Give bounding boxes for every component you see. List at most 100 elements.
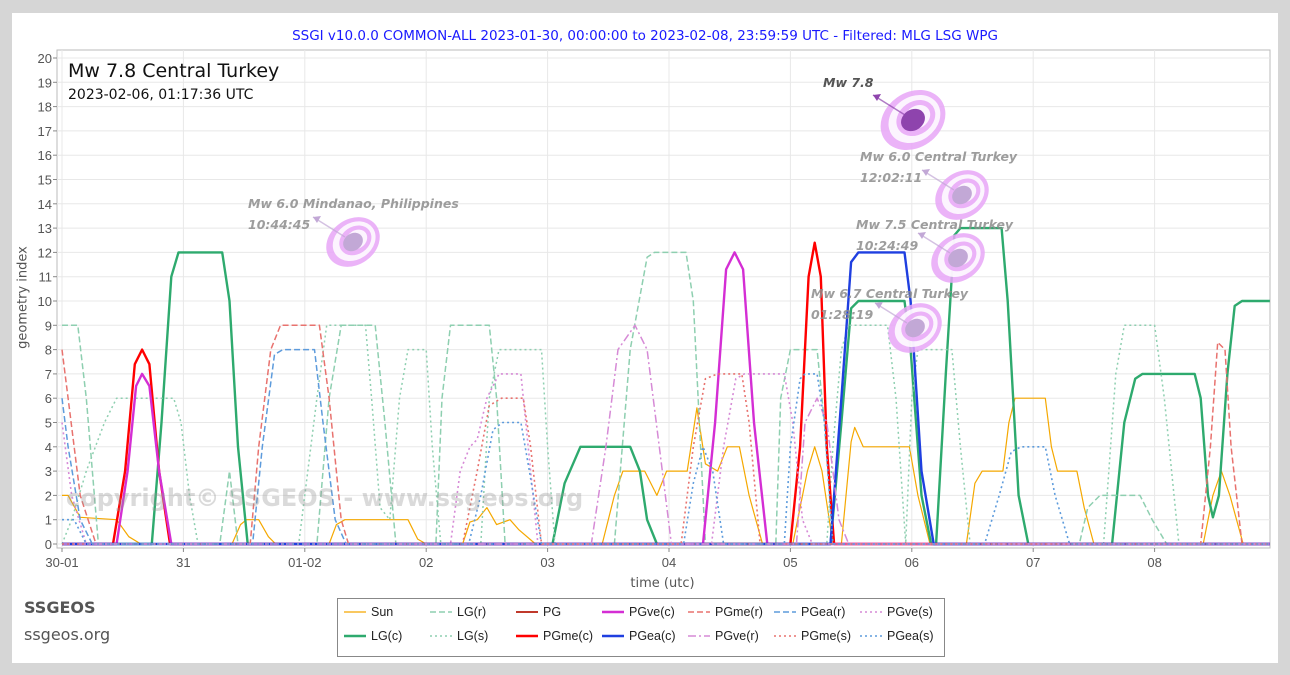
- legend-item: LG(s): [430, 629, 488, 643]
- target-marker-icon: [326, 217, 380, 267]
- legend-item: PGme(c): [516, 629, 593, 643]
- event-title: Mw 7.8 Central Turkey: [68, 60, 280, 82]
- brand-name: SSGEOS: [24, 598, 96, 617]
- y-tick-label: 2: [45, 488, 52, 503]
- legend-label: Sun: [371, 605, 394, 619]
- y-tick-label: 8: [45, 343, 52, 358]
- brand-url[interactable]: ssgeos.org: [24, 625, 111, 644]
- annotation-label: Mw 6.0 Mindanao, Philippines 10:44:45: [248, 193, 459, 235]
- x-tick-label: 06: [905, 555, 919, 570]
- x-tick-label: 01-02: [288, 555, 321, 570]
- plot-frame: [56, 49, 1271, 549]
- legend-item: PGve(s): [860, 605, 933, 619]
- annotation-label: Mw 7.8: [823, 72, 873, 93]
- target-center: [905, 318, 925, 338]
- y-tick-label: 9: [45, 318, 52, 333]
- arrow-head-icon: [918, 232, 926, 239]
- legend-label: PGea(c): [629, 629, 676, 643]
- target-center: [343, 232, 363, 252]
- legend: Sun LG(r) PG PGve(c) PGme(r) PGea(r) PGve(s) LG…: [337, 598, 945, 657]
- legend-swatch: [688, 635, 710, 637]
- y-tick-label: 16: [38, 148, 52, 163]
- y-tick-label: 18: [38, 100, 52, 115]
- legend-swatch: [430, 611, 452, 613]
- target-marker-icon: [888, 303, 942, 353]
- legend-swatch: [344, 634, 366, 638]
- arrow-head-icon: [875, 302, 883, 309]
- legend-item: LG(r): [430, 605, 486, 619]
- target-center: [948, 248, 968, 268]
- y-tick-label: 17: [38, 124, 52, 139]
- legend-swatch: [516, 611, 538, 613]
- y-tick-label: 7: [45, 367, 52, 382]
- legend-item: PGme(r): [688, 605, 763, 619]
- annotation-time: 10:44:45: [248, 217, 311, 232]
- annotation-title: Mw 6.0 Central Turkey: [860, 149, 1018, 164]
- legend-label: PGme(r): [715, 605, 763, 619]
- legend-swatch: [602, 634, 624, 638]
- legend-item: PGme(s): [774, 629, 851, 643]
- legend-item: PGve(r): [688, 629, 759, 643]
- y-tick-label: 11: [39, 270, 53, 285]
- target-marker-icon: [880, 89, 946, 151]
- arrow-head-icon: [873, 94, 881, 101]
- legend-swatch: [430, 635, 452, 637]
- legend-swatch: [860, 635, 882, 637]
- y-tick-label: 12: [38, 245, 52, 260]
- legend-swatch: [602, 610, 624, 614]
- y-tick-label: 14: [38, 197, 52, 212]
- legend-item: PGea(c): [602, 629, 676, 643]
- target-marker-icon: [935, 170, 989, 220]
- y-axis-label: geometry index: [15, 246, 31, 349]
- legend-label: PGme(s): [801, 629, 851, 643]
- series-line-lgs: [61, 324, 1270, 545]
- annotation-time: 12:02:11: [860, 170, 923, 185]
- legend-item: PGea(r): [774, 605, 845, 619]
- x-axis-label: time (utc): [630, 576, 695, 591]
- x-tick-label: 02: [419, 555, 433, 570]
- legend-label: PGve(c): [629, 605, 675, 619]
- legend-swatch: [774, 635, 796, 637]
- annotation-label: Mw 7.5 Central Turkey 10:24:49: [856, 214, 1013, 256]
- watermark: copyright© SSGEOS - www.ssgeos.org: [66, 484, 584, 512]
- legend-label: PGve(r): [715, 629, 759, 643]
- annotation-label: Mw 6.0 Central Turkey 12:02:11: [860, 146, 1017, 188]
- legend-item: PGea(s): [860, 629, 934, 643]
- legend-swatch: [344, 611, 366, 613]
- annotation-title: Mw 7.5 Central Turkey: [856, 217, 1014, 232]
- y-tick-label: 13: [38, 221, 52, 236]
- annotation-title: Mw 6.7 Central Turkey: [811, 286, 969, 301]
- x-tick-label: 30-01: [45, 555, 78, 570]
- y-tick-label: 3: [45, 464, 52, 479]
- legend-label: PG: [543, 605, 562, 619]
- legend-label: PGme(c): [543, 629, 593, 643]
- legend-label: PGea(r): [801, 605, 846, 619]
- x-tick-label: 04: [662, 555, 676, 570]
- annotation-title: Mw 7.8: [823, 75, 874, 90]
- y-tick-label: 1: [45, 513, 52, 528]
- x-tick-label: 08: [1147, 555, 1161, 570]
- target-center: [952, 185, 972, 205]
- y-tick-label: 20: [38, 51, 52, 66]
- legend-item: PGve(c): [602, 605, 675, 619]
- y-tick-label: 19: [38, 75, 52, 90]
- legend-swatch: [516, 634, 538, 638]
- event-time: 2023-02-06, 01:17:36 UTC: [68, 87, 254, 103]
- target-marker-icon: [931, 233, 985, 283]
- series-line-lgc: [62, 226, 1270, 546]
- y-tick-label: 0: [45, 537, 52, 552]
- legend-label: PGea(s): [887, 629, 934, 643]
- annotation-time: 10:24:49: [856, 238, 919, 253]
- legend-swatch: [860, 611, 882, 613]
- legend-label: PGve(s): [887, 605, 933, 619]
- legend-item: LG(c): [344, 629, 402, 643]
- y-tick-label: 5: [45, 416, 52, 431]
- y-tick-label: 15: [38, 173, 52, 188]
- target-center: [901, 108, 925, 132]
- legend-swatch: [774, 611, 796, 613]
- annotation-time: 01:28:19: [811, 307, 874, 322]
- y-tick-label: 6: [45, 391, 52, 406]
- series-line-pgear: [61, 348, 1270, 545]
- annotation-title: Mw 6.0 Mindanao, Philippines: [248, 196, 459, 211]
